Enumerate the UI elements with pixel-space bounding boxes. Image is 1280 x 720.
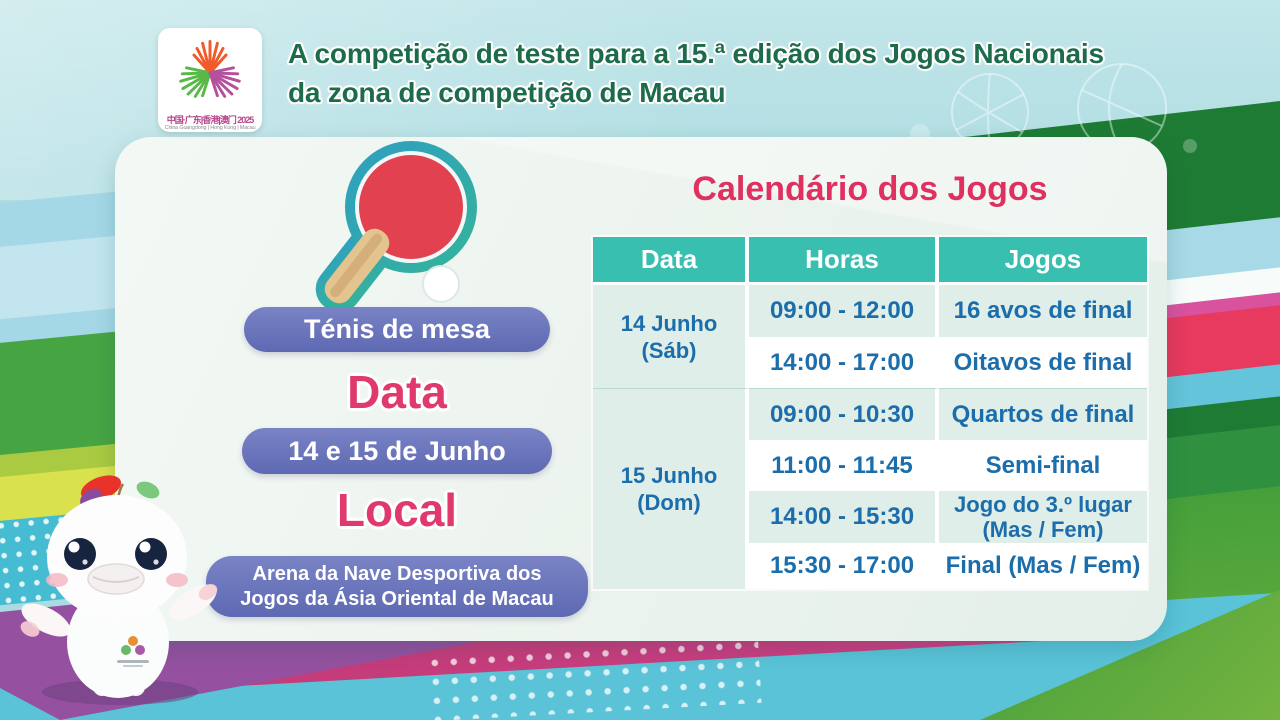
table-tennis-paddle-icon: [315, 141, 477, 311]
hours-cell: 09:00 - 12:00: [749, 285, 939, 337]
schedule-table: Data Horas Jogos 14 Junho (Sáb) 09:00 - …: [593, 237, 1147, 589]
schedule-title: Calendário dos Jogos: [692, 170, 1048, 208]
venue-line-2: Jogos da Ásia Oriental de Macau: [240, 587, 554, 610]
date-cell-group1: 14 Junho (Sáb): [593, 285, 749, 388]
venue-line-1: Arena da Nave Desportiva dos: [252, 562, 542, 585]
venue-heading: Local: [336, 484, 458, 536]
sport-pill: Ténis de mesa: [244, 307, 550, 352]
col-header-horas: Horas: [749, 237, 939, 285]
page-title: A competição de teste para a 15.ª edição…: [288, 34, 1168, 112]
game-cell: Final (Mas / Fem): [939, 543, 1147, 589]
venue-pill: Arena da Nave Desportiva dos Jogos da Ás…: [206, 556, 588, 617]
date-heading: Data: [347, 366, 447, 418]
hours-cell: 15:30 - 17:00: [749, 543, 939, 589]
col-header-jogos: Jogos: [939, 237, 1147, 285]
fireworks-logo-icon: [179, 39, 241, 98]
title-line-1: A competição de teste para a 15.ª edição…: [288, 38, 1104, 69]
date-pill: 14 e 15 de Junho: [242, 428, 552, 474]
games-mascot-illustration: [20, 475, 218, 705]
game-cell: Jogo do 3.º lugar (Mas / Fem): [939, 491, 1147, 543]
col-header-data: Data: [593, 237, 749, 285]
date-value: 14 e 15 de Junho: [288, 435, 506, 466]
logo-name-line: 中国·广东|香港|澳门 2025: [166, 115, 255, 125]
hours-cell: 14:00 - 15:30: [749, 491, 939, 543]
game-cell: Oitavos de final: [939, 337, 1147, 388]
game-cell: 16 avos de final: [939, 285, 1147, 337]
sport-label: Ténis de mesa: [303, 314, 491, 344]
title-line-2: da zona de competição de Macau: [288, 77, 726, 108]
hours-cell: 14:00 - 17:00: [749, 337, 939, 388]
game-cell: Semi-final: [939, 440, 1147, 491]
hours-cell: 11:00 - 11:45: [749, 440, 939, 491]
logo-sub-line: China Guangdong | Hong Kong | Macau: [164, 125, 256, 131]
date-cell-group2: 15 Junho (Dom): [593, 388, 749, 589]
game-cell: Quartos de final: [939, 388, 1147, 440]
info-card: Ténis de mesa Data 14 e 15 de Junho Loca…: [115, 137, 1167, 641]
event-logo-badge: 中国·广东|香港|澳门 2025 China Guangdong | Hong …: [158, 28, 262, 132]
hours-cell: 09:00 - 10:30: [749, 388, 939, 440]
